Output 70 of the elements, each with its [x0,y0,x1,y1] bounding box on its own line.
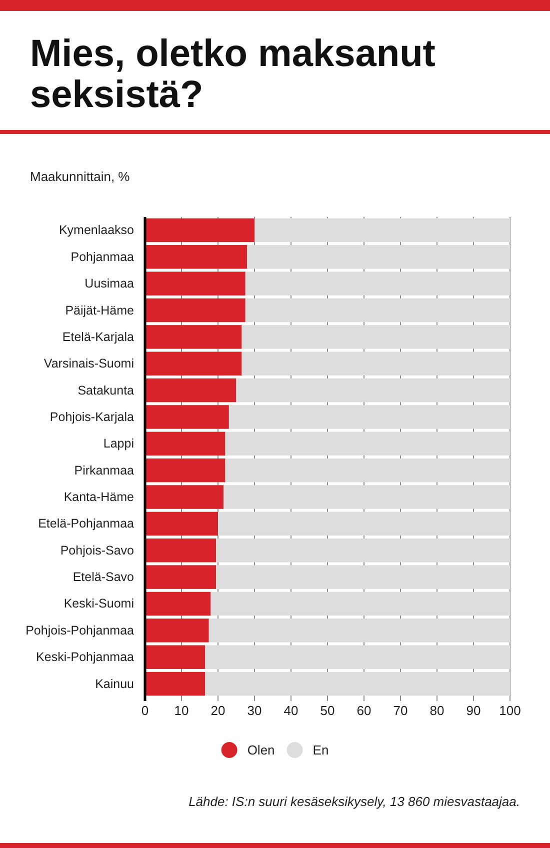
y-tick-label: Päijät-Häme [65,303,134,318]
x-tick-label: 40 [284,703,298,718]
bar [225,432,510,456]
bar [145,485,224,509]
chart-subtitle: Maakunnittain, % [30,169,130,184]
x-tick-label: 10 [174,703,189,718]
x-tick-label: 30 [247,703,262,718]
y-tick-label: Pirkanmaa [74,463,134,478]
x-tick-label: 20 [210,703,226,718]
bar [145,565,216,589]
y-tick-label: Satakunta [78,383,134,398]
bar [145,538,216,562]
bar [245,298,510,322]
bar [218,512,510,536]
bar [225,458,510,482]
y-tick-label: Pohjois-Pohjanmaa [26,623,134,638]
bar [210,592,510,616]
bar [145,378,236,402]
bar [145,298,246,322]
y-tick-label: Keski-Suomi [64,596,134,611]
bar [145,272,246,296]
chart-title: Mies, oletko maksanut seksistä? [30,33,436,116]
x-tick-label: 90 [466,703,481,718]
y-tick-label: Pohjanmaa [70,250,134,264]
bar [145,645,206,669]
y-tick-label: Etelä-Savo [72,570,134,584]
y-tick-label: Etelä-Karjala [62,330,134,344]
legend-label: En [312,742,329,758]
y-tick-label: Uusimaa [84,276,134,291]
bar [254,218,510,242]
x-tick-label: 50 [320,703,335,718]
bar [205,645,510,669]
bar [145,218,254,242]
x-tick-label: 60 [356,703,372,718]
bar [242,352,510,376]
bar [145,592,211,616]
text: Lähde: IS:n suuri kesäseksikysely, 13 860 miesvastaajaa. [188,794,520,809]
y-tick-label: Lappi [103,436,134,451]
bar [145,512,218,536]
bar [145,352,242,376]
bar [223,485,510,509]
y-tick-label: Varsinais-Suomi [44,356,134,371]
bar [145,405,229,429]
y-tick-label: Pohjois-Karjala [50,410,134,424]
bar [242,325,510,349]
bar [216,565,510,589]
bar [145,432,226,456]
y-tick-label: Pohjois-Savo [60,543,134,558]
y-tick-label: Kainuu [95,676,134,691]
bar [208,618,510,642]
y-tick-label: Keski-Pohjanmaa [36,650,134,664]
bar [247,245,510,269]
y-tick-label: Kanta-Häme [64,490,134,504]
x-tick-label: 100 [499,703,521,718]
bar [145,458,226,482]
bar [145,325,242,349]
bar [145,672,206,696]
bar [236,378,510,402]
bar [228,405,510,429]
bar [216,538,510,562]
bar [145,245,248,269]
y-tick-label: Kymenlaakso [58,223,134,238]
x-tick-label: 70 [393,703,408,718]
x-tick-label: 0 [141,703,149,718]
x-tick-label: 80 [430,703,444,718]
bar [205,672,510,696]
legend-label: Olen [247,742,275,758]
bar [145,618,209,642]
bar [245,272,510,296]
y-tick-label: Etelä-Pohjanmaa [38,516,134,531]
